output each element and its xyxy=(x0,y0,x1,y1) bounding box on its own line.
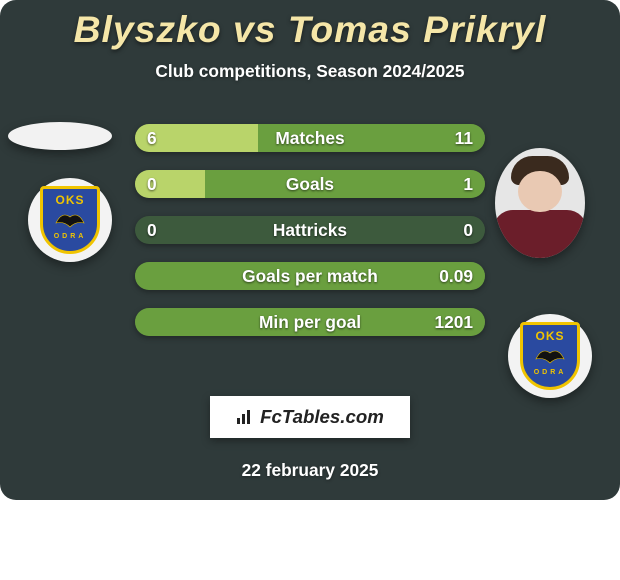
subtitle: Club competitions, Season 2024/2025 xyxy=(0,61,620,82)
bar-fill-right xyxy=(135,262,485,290)
crest-subtext: ODRA xyxy=(54,233,87,240)
crest-text: OKS xyxy=(55,193,84,207)
stat-bar-row: 611Matches xyxy=(135,124,485,152)
stat-bar-row: 0.09Goals per match xyxy=(135,262,485,290)
stat-bar-row: 01Goals xyxy=(135,170,485,198)
date-label: 22 february 2025 xyxy=(0,460,620,481)
right-player-crest: OKS ODRA xyxy=(508,314,592,398)
bar-value-left: 0 xyxy=(147,216,157,244)
crest-shield: OKS ODRA xyxy=(40,186,100,254)
bar-value-left: 6 xyxy=(147,124,157,152)
bar-value-right: 0.09 xyxy=(439,262,473,290)
player-head-illustration xyxy=(495,148,585,258)
crest-text: OKS xyxy=(535,329,564,343)
stat-bar-row: 0 0Hattricks xyxy=(135,216,485,244)
bar-value-right: 11 xyxy=(455,124,473,152)
left-player-crest: OKS ODRA xyxy=(28,178,112,262)
bar-fill-left xyxy=(135,170,205,198)
bar-value-right: 1201 xyxy=(434,308,473,336)
bar-fill-right xyxy=(258,124,486,152)
crest-eagle-icon xyxy=(52,207,88,231)
comparison-bars: 611Matches01Goals00Hattricks0.09Goals pe… xyxy=(135,124,485,354)
player-shirt xyxy=(495,210,585,258)
right-player-avatar xyxy=(495,148,585,258)
bar-value-left: 0 xyxy=(147,170,157,198)
bar-label: Hattricks xyxy=(135,216,485,244)
bar-fill-right xyxy=(205,170,485,198)
crest-shield: OKS ODRA xyxy=(520,322,580,390)
brand-text: FcTables.com xyxy=(260,406,384,428)
bar-fill-right xyxy=(135,308,485,336)
page-title: Blyszko vs Tomas Prikryl xyxy=(0,0,620,51)
comparison-card: Blyszko vs Tomas Prikryl Club competitio… xyxy=(0,0,620,500)
crest-subtext: ODRA xyxy=(534,369,567,376)
left-player-avatar-placeholder xyxy=(8,122,112,150)
brand-badge: FcTables.com xyxy=(210,396,410,438)
crest-eagle-icon xyxy=(532,343,568,367)
bar-value-right: 1 xyxy=(463,170,473,198)
brand-bar-icon xyxy=(236,408,254,426)
player-face xyxy=(518,171,562,213)
stat-bar-row: 1201Min per goal xyxy=(135,308,485,336)
bar-value-right: 0 xyxy=(463,216,473,244)
